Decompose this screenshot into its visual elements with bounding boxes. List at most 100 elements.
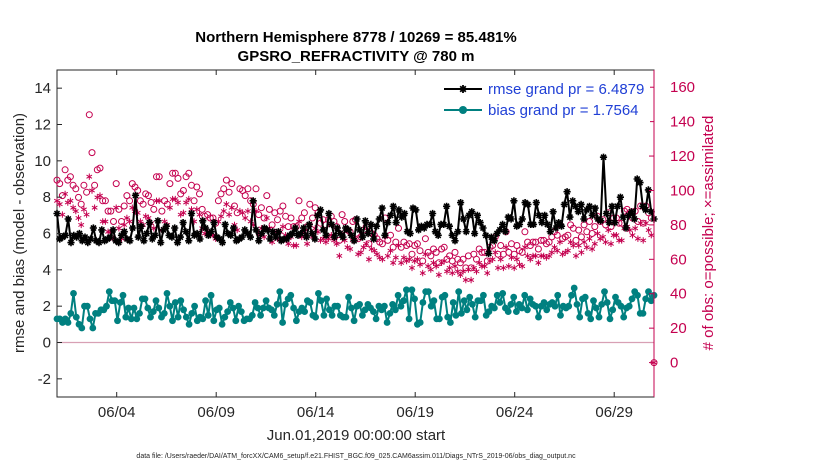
legend[interactable]: rmse grand pr = 6.4879 bias grand pr = 1… — [438, 76, 650, 124]
bias-point — [584, 310, 592, 317]
possible-obs-point — [214, 197, 222, 205]
y-right-tick-label: 120 — [670, 148, 695, 165]
bias-point — [405, 315, 413, 323]
bias-point — [419, 299, 427, 306]
assimilated-obs-point — [304, 240, 311, 247]
possible-obs-point — [413, 240, 421, 248]
bias-point — [397, 302, 405, 310]
assimilated-obs-point — [80, 206, 87, 213]
rmse-point — [473, 211, 481, 219]
assimilated-obs-point — [637, 220, 644, 227]
assimilated-obs-point — [460, 268, 467, 275]
rmse-point — [611, 219, 619, 227]
rmse-point — [115, 239, 123, 247]
y-right-tick-label: 60 — [670, 251, 687, 268]
bias-point — [504, 308, 512, 315]
rmse-point — [316, 206, 325, 214]
assimilated-obs-point — [86, 173, 93, 180]
assimilated-obs-point — [156, 197, 163, 204]
bias-point — [532, 302, 540, 310]
x-axis-label: Jun.01,2019 00:00:00 start — [267, 427, 446, 444]
bias-point — [323, 295, 330, 303]
possible-obs-point — [174, 174, 182, 182]
rmse-point — [389, 202, 397, 210]
rmse-point — [269, 228, 277, 236]
possible-obs-point — [179, 187, 187, 194]
rmse-line — [56, 156, 655, 255]
rmse-point — [241, 226, 249, 234]
bias-point — [210, 317, 218, 325]
assimilated-obs-point — [478, 263, 485, 270]
assimilated-obs-point — [441, 257, 448, 265]
possible-obs-point — [478, 248, 486, 256]
rmse-point — [563, 188, 571, 196]
possible-obs-point — [416, 247, 424, 255]
assimilated-obs-point — [532, 252, 539, 260]
bias-point — [471, 313, 479, 321]
y-left-tick-label: 14 — [34, 80, 51, 97]
bias-point — [177, 297, 185, 305]
rmse-point — [140, 237, 148, 245]
bias-point — [259, 304, 267, 312]
bias-point — [513, 308, 520, 315]
rmse-point — [557, 222, 566, 230]
assimilated-obs-point — [97, 192, 104, 199]
assimilated-obs-point — [417, 261, 424, 268]
assimilated-obs-point — [408, 264, 415, 272]
assimilated-obs-point — [220, 207, 227, 215]
possible-obs-point — [61, 166, 69, 174]
assimilated-obs-point — [632, 225, 639, 232]
rmse-point — [157, 239, 165, 247]
y-axis-label-left: rmse and bias (model - observation) — [11, 113, 28, 353]
assimilated-obs-point — [648, 232, 655, 239]
rmse-point — [98, 226, 106, 234]
assimilated-obs-point — [589, 245, 596, 253]
bias-point — [315, 290, 322, 297]
possible-obs-point — [96, 164, 104, 172]
assimilated-obs-point — [492, 249, 499, 256]
rmse-point — [614, 202, 622, 210]
rmse-point — [84, 239, 92, 247]
bias-point — [590, 297, 597, 305]
bias-point — [570, 284, 578, 292]
rmse-point — [487, 233, 495, 241]
assimilated-obs-point — [357, 249, 364, 256]
assimilated-obs-point — [347, 245, 354, 253]
rmse-bias-layer — [53, 153, 658, 332]
rmse-point — [434, 231, 442, 239]
rmse-point — [571, 202, 580, 210]
bias-point — [386, 310, 394, 317]
y-left-tick-label: -2 — [38, 371, 51, 388]
rmse-point — [608, 202, 616, 210]
bias-point — [130, 304, 138, 312]
rmse-point — [588, 211, 596, 219]
bias-point — [592, 304, 600, 312]
assimilated-obs-point — [519, 263, 526, 270]
rmse-point — [395, 206, 403, 214]
assimilated-obs-point — [365, 256, 372, 263]
rmse-point — [602, 209, 610, 218]
bias-point — [191, 302, 199, 310]
bias-point — [587, 315, 595, 323]
assimilated-obs-point — [279, 223, 286, 230]
assimilated-obs-point — [484, 269, 491, 277]
bias-point — [603, 299, 611, 306]
bias-point — [455, 288, 463, 295]
rmse-point — [636, 179, 644, 187]
bias-point — [400, 297, 407, 305]
possible-obs-point — [225, 188, 233, 196]
rmse-point — [633, 175, 641, 183]
rmse-point — [120, 228, 128, 236]
bias-point — [394, 291, 402, 299]
assimilated-obs-point — [244, 207, 251, 215]
bias-point — [334, 302, 341, 310]
bias-point — [609, 306, 617, 314]
possible-obs-point — [274, 216, 281, 224]
possible-obs-point — [228, 180, 236, 188]
assimilated-obs-point — [102, 218, 109, 225]
bias-point — [152, 297, 160, 305]
assimilated-obs-point — [468, 276, 475, 284]
rmse-point — [585, 202, 594, 210]
bias-point — [169, 317, 176, 325]
rmse-point — [300, 224, 308, 232]
